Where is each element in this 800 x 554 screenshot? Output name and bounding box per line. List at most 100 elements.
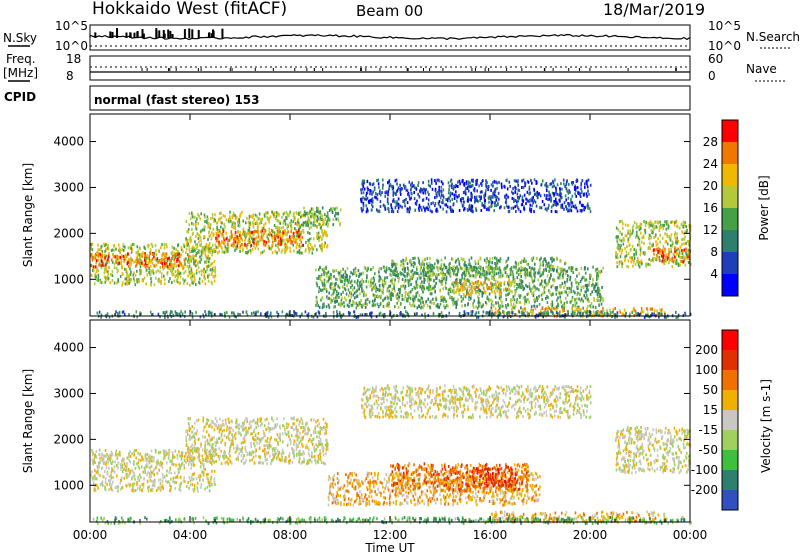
data-cell <box>656 253 658 257</box>
data-cell <box>143 245 145 249</box>
data-cell <box>599 289 601 293</box>
data-cell <box>183 271 185 275</box>
data-cell <box>203 235 205 239</box>
data-cell <box>621 265 623 268</box>
data-cell <box>680 259 682 263</box>
data-cell <box>363 265 366 269</box>
data-cell <box>508 283 510 286</box>
data-cell <box>384 296 387 300</box>
data-cell <box>403 269 405 273</box>
data-cell <box>493 209 495 213</box>
data-cell <box>396 210 399 213</box>
data-cell <box>396 273 398 277</box>
data-cell <box>165 256 167 260</box>
data-cell <box>242 233 244 236</box>
data-cell <box>521 284 523 288</box>
data-cell <box>165 254 167 258</box>
data-cell <box>406 210 409 213</box>
data-cell <box>171 265 173 269</box>
data-cell <box>687 253 689 257</box>
data-cell <box>455 284 457 288</box>
data-cell <box>535 192 537 196</box>
data-cell <box>456 288 458 292</box>
data-cell <box>285 243 288 247</box>
data-cell <box>180 253 182 257</box>
data-cell <box>234 248 236 252</box>
data-cell <box>370 283 373 287</box>
data-cell <box>175 264 178 268</box>
data-cell <box>284 248 286 252</box>
data-cell <box>440 262 443 266</box>
data-cell <box>529 271 532 275</box>
data-cell <box>548 261 550 265</box>
data-cell <box>237 236 240 239</box>
data-cell <box>151 244 154 248</box>
data-cell <box>136 259 139 262</box>
data-cell <box>235 238 238 241</box>
data-cell <box>325 234 328 238</box>
data-cell <box>533 210 535 214</box>
data-cell <box>434 187 437 191</box>
data-cell <box>317 277 320 281</box>
data-cell <box>398 295 400 299</box>
data-cell <box>641 261 643 265</box>
data-cell <box>438 200 441 203</box>
data-cell <box>367 199 370 203</box>
data-cell <box>237 238 240 242</box>
data-cell <box>472 302 474 306</box>
data-cell <box>462 197 465 201</box>
data-cell <box>417 184 419 187</box>
data-cell <box>133 271 135 275</box>
data-cell <box>307 217 310 221</box>
data-cell <box>469 181 471 185</box>
data-cell <box>294 215 296 219</box>
data-cell <box>92 269 95 273</box>
nsearch-label: N.Search <box>746 30 800 44</box>
data-cell <box>340 292 342 296</box>
data-cell <box>324 218 326 222</box>
data-cell <box>500 205 502 209</box>
data-cell <box>155 253 158 256</box>
data-cell <box>371 208 373 212</box>
data-cell <box>339 208 342 212</box>
data-cell <box>111 270 114 274</box>
data-cell <box>590 274 592 278</box>
data-cell <box>246 232 248 236</box>
data-cell <box>514 185 516 189</box>
data-cell <box>654 220 656 224</box>
data-cell <box>519 194 522 198</box>
data-cell <box>567 191 570 195</box>
data-cell <box>394 278 396 282</box>
data-cell <box>397 272 399 276</box>
data-cell <box>394 265 397 269</box>
data-cell <box>214 213 216 217</box>
data-cell <box>582 306 584 310</box>
data-cell <box>124 257 127 261</box>
data-cell <box>464 192 467 196</box>
data-cell <box>552 269 555 273</box>
data-cell <box>230 219 232 223</box>
data-cell <box>253 222 255 226</box>
data-cell <box>433 266 435 270</box>
data-cell <box>352 299 354 303</box>
data-cell <box>455 273 457 277</box>
data-cell <box>587 267 589 271</box>
data-cell <box>254 213 257 217</box>
data-cell <box>110 273 112 276</box>
data-cell <box>514 278 516 282</box>
data-cell <box>191 271 193 275</box>
data-cell <box>289 246 291 250</box>
data-cell <box>465 186 467 190</box>
data-cell <box>379 302 382 305</box>
data-cell <box>267 216 270 220</box>
data-cell <box>346 278 348 282</box>
data-cell <box>127 264 130 268</box>
data-cell <box>531 181 533 185</box>
data-cell <box>586 185 589 189</box>
data-cell <box>408 294 411 298</box>
data-cell <box>364 299 367 303</box>
data-cell <box>107 255 109 259</box>
data-cell <box>242 230 245 234</box>
data-cell <box>423 278 425 281</box>
data-cell <box>404 185 407 189</box>
